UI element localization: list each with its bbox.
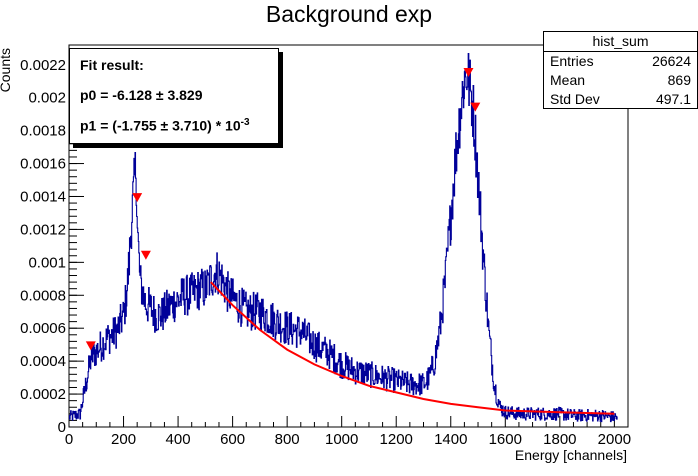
stats-value: 869 [667,72,691,88]
fit-p1-exponent: -3 [240,117,250,128]
peak-marker [140,250,151,260]
x-tick-label: 1400 [434,431,467,448]
y-tick-label: 0.0016 [20,156,66,173]
stats-row-mean: Mean 869 [544,71,697,90]
x-tick-label: 2000 [598,431,631,448]
stats-value: 26624 [652,53,691,69]
x-tick-label: 1800 [543,431,576,448]
stats-value: 497.1 [655,91,691,107]
fit-heading: Fit result: [80,57,144,73]
y-axis-label: Counts [0,48,13,92]
axis-ticks: 0 200 400 600 800 1000 1200 1400 1600 1800 2000 0 0.… [20,51,631,448]
chart-title: Background exp [266,1,432,27]
peak-marker [470,102,481,112]
x-tick-label: 1000 [325,431,358,448]
histogram-line [68,52,618,423]
x-tick-label: 800 [275,431,300,448]
x-tick-label: 1200 [380,431,413,448]
fit-p1: p1 = (-1.755 ± 3.710) * 10-3 [80,117,250,134]
x-tick-label: 400 [166,431,191,448]
x-tick-label: 0 [65,431,73,448]
y-tick-label: 0.0006 [20,320,66,337]
fit-result-box: Fit result: p0 = -6.128 ± 3.829 p1 = (-1… [69,48,279,144]
stats-label: Entries [550,53,594,69]
y-tick-label: 0 [58,419,66,436]
stats-label: Mean [550,72,586,88]
x-tick-label: 1600 [489,431,522,448]
stats-title: hist_sum [544,32,697,52]
fit-curve [210,281,615,415]
stats-box: hist_sum Entries 26624 Mean 869 Std Dev … [543,31,698,109]
peak-marker [85,341,96,351]
y-tick-label: 0.0014 [20,188,66,205]
y-tick-label: 0.0004 [20,353,66,370]
y-tick-label: 0.0008 [20,287,66,304]
fit-p0: p0 = -6.128 ± 3.829 [80,87,203,103]
peak-marker [132,193,143,203]
x-tick-label: 600 [220,431,245,448]
y-tick-label: 0.002 [28,90,66,107]
x-tick-label: 200 [111,431,136,448]
peak-markers [85,67,481,351]
y-tick-label: 0.0018 [20,123,66,140]
stats-row-stddev: Std Dev 497.1 [544,90,697,109]
y-tick-label: 0.0022 [20,57,66,74]
stats-row-entries: Entries 26624 [544,52,697,71]
peak-marker [463,67,474,77]
y-tick-label: 0.0012 [20,221,66,238]
y-tick-label: 0.001 [28,254,66,271]
y-tick-label: 0.0002 [20,386,66,403]
fit-p1-main: p1 = (-1.755 ± 3.710) * 10 [80,117,241,134]
fit-series [210,281,615,415]
x-axis-label: Energy [channels] [515,447,627,463]
stats-label: Std Dev [550,91,600,107]
histogram-series [68,52,618,423]
